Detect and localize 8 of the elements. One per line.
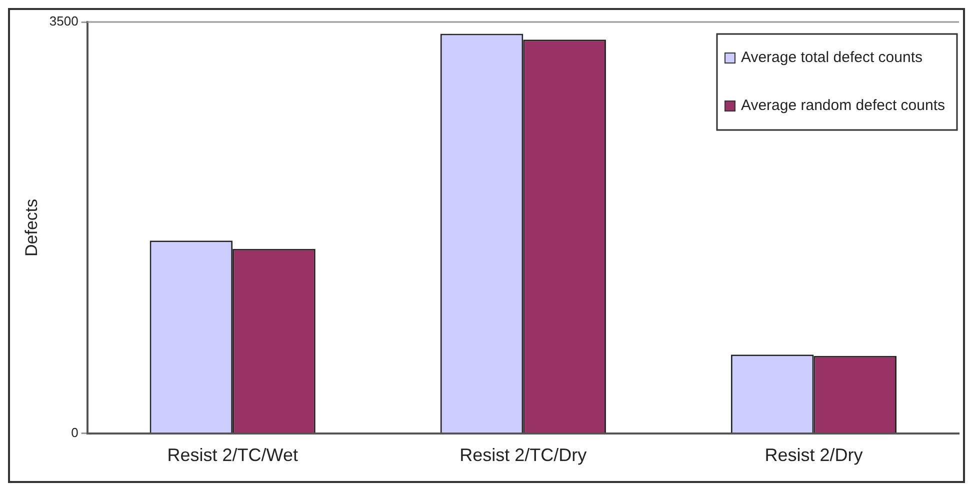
x-tick-label: Resist 2/TC/Wet (167, 445, 298, 466)
legend-label: Average total defect counts (740, 49, 922, 66)
legend-label: Average random defect counts (740, 97, 946, 114)
y-axis-title: Defects (22, 198, 41, 257)
x-tick-label: Resist 2/Dry (764, 445, 863, 466)
y-tick-label: 0 (71, 424, 78, 440)
y-tick-label: 3500 (49, 14, 78, 29)
x-tick-label: Resist 2/TC/Dry (460, 445, 587, 466)
